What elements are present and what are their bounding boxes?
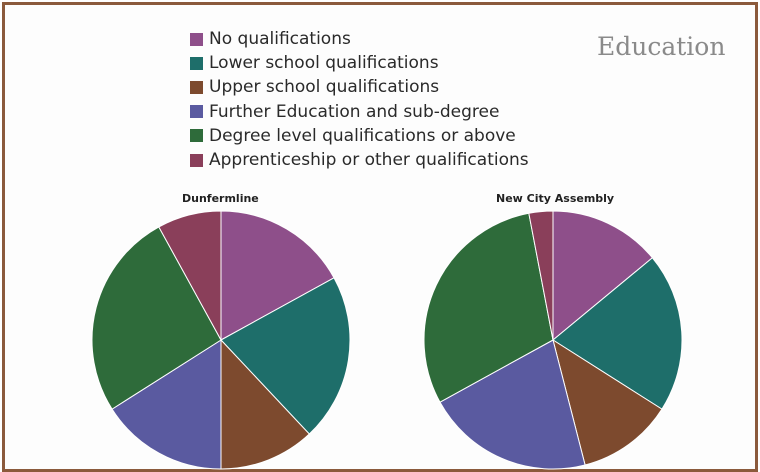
- legend-label: Degree level qualifications or above: [209, 125, 516, 146]
- pie-slice-upper-school-qualifications: [220, 338, 311, 470]
- legend-swatch: [190, 56, 203, 70]
- legend-item: Upper school qualifications: [190, 75, 529, 99]
- legend-item: Apprenticeship or other qualifications: [190, 148, 529, 172]
- pie-new-city-assembly: [423, 210, 683, 470]
- pie-label-dunfermline: Dunfermline: [182, 192, 259, 205]
- pie-dunfermline: [91, 210, 351, 470]
- pie-slice-lower-school-qualifications: [220, 277, 351, 435]
- legend-label: No qualifications: [209, 29, 351, 50]
- legend-swatch: [190, 32, 203, 46]
- legend: No qualifications Lower school qualifica…: [190, 27, 529, 172]
- pie-slice-no-qualifications: [552, 210, 654, 342]
- pie-slice-degree-level-qualifications-or-above: [91, 226, 222, 410]
- legend-item: No qualifications: [190, 27, 529, 51]
- pie-slice-further-education-and-sub-degree: [439, 339, 586, 470]
- legend-label: Further Education and sub-degree: [209, 101, 500, 122]
- pie-slice-no-qualifications: [220, 210, 335, 341]
- legend-swatch: [190, 105, 203, 119]
- legend-label: Apprenticeship or other qualifications: [209, 150, 529, 171]
- legend-item: Further Education and sub-degree: [190, 100, 529, 124]
- legend-label: Lower school qualifications: [209, 53, 439, 74]
- legend-item: Degree level qualifications or above: [190, 124, 529, 148]
- pie-slice-upper-school-qualifications: [552, 338, 663, 466]
- pie-slice-lower-school-qualifications: [552, 257, 683, 410]
- legend-swatch: [190, 129, 203, 143]
- pie-label-new-city-assembly: New City Assembly: [496, 192, 615, 205]
- legend-swatch: [190, 153, 203, 167]
- legend-item: Lower school qualifications: [190, 51, 529, 75]
- pie-slice-apprenticeship-or-other-qualifications: [158, 210, 222, 341]
- pie-slice-further-education-and-sub-degree: [111, 339, 222, 470]
- pie-slice-degree-level-qualifications-or-above: [423, 212, 554, 403]
- legend-label: Upper school qualifications: [209, 77, 440, 98]
- pie-slice-apprenticeship-or-other-qualifications: [528, 210, 554, 341]
- legend-swatch: [190, 80, 203, 94]
- chart-title: Education: [597, 32, 726, 61]
